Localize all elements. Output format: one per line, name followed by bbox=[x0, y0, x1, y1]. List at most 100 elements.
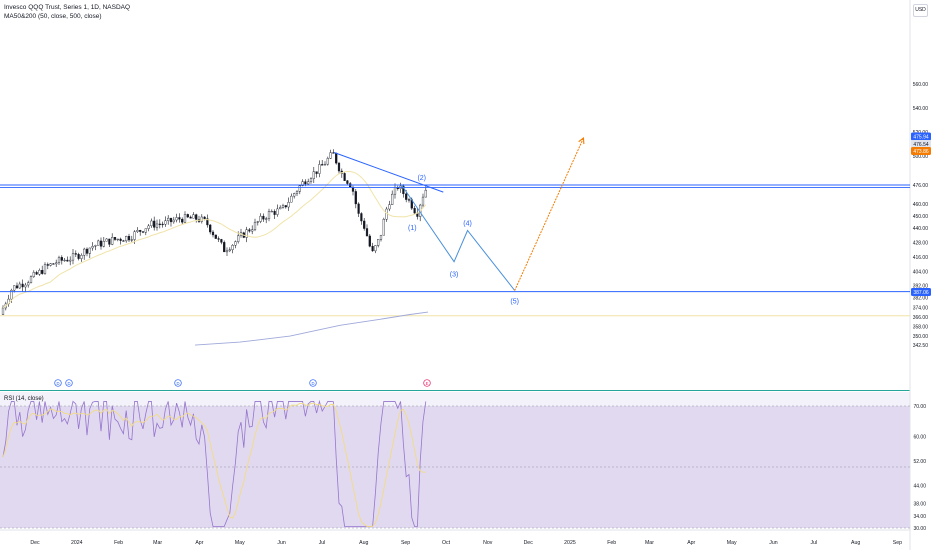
candle-body bbox=[304, 181, 307, 185]
time-tick-label: Mar bbox=[153, 540, 162, 546]
time-tick-label: May bbox=[727, 540, 737, 546]
projection-arrow-head bbox=[578, 137, 585, 145]
currency-button[interactable]: USD bbox=[913, 4, 928, 17]
candle-body bbox=[363, 220, 366, 229]
candle-body bbox=[335, 152, 338, 164]
price-tick-label: 382.00 bbox=[913, 296, 929, 302]
candle-body bbox=[136, 230, 139, 232]
candle-body bbox=[371, 246, 374, 252]
candle-body bbox=[413, 208, 416, 214]
time-tick-label: Aug bbox=[851, 540, 860, 546]
candle-body bbox=[346, 180, 349, 184]
rsi-tick-label: 38.00 bbox=[913, 502, 926, 508]
candle-body bbox=[186, 214, 189, 218]
candle-body bbox=[326, 158, 329, 165]
rsi-ma-line bbox=[2, 402, 426, 527]
candle-body bbox=[267, 211, 271, 219]
candle-body bbox=[211, 231, 215, 236]
candle-body bbox=[32, 272, 35, 277]
wave-label: (4) bbox=[463, 221, 472, 228]
event-marker-label: D bbox=[56, 381, 59, 386]
candle-body bbox=[164, 220, 167, 225]
candle-body bbox=[312, 171, 315, 179]
candle-body bbox=[365, 228, 369, 237]
candle-body bbox=[206, 218, 209, 226]
candle-body bbox=[49, 263, 52, 266]
candle-body bbox=[150, 220, 153, 227]
time-tick-label: Mar bbox=[645, 540, 654, 546]
wave-label: (2) bbox=[417, 175, 426, 182]
candle-body bbox=[169, 217, 173, 223]
candle-body bbox=[421, 196, 425, 206]
candle-body bbox=[295, 191, 299, 194]
candle-body bbox=[130, 239, 133, 241]
time-tick-label: Feb bbox=[114, 540, 123, 546]
event-marker-label: D bbox=[176, 381, 179, 386]
candle-body bbox=[127, 236, 131, 241]
rsi-tick-label: 30.00 bbox=[913, 526, 926, 532]
candle-body bbox=[200, 216, 203, 222]
candle-body bbox=[175, 217, 178, 221]
candle-body bbox=[407, 199, 411, 201]
candles-group bbox=[1, 149, 427, 316]
candle-body bbox=[158, 223, 161, 225]
event-marker-icon bbox=[309, 379, 317, 387]
candle-body bbox=[97, 240, 100, 246]
time-tick-label: Feb bbox=[607, 540, 616, 546]
candle-body bbox=[172, 219, 175, 223]
event-marker-label: D bbox=[67, 381, 70, 386]
candle-body bbox=[377, 239, 380, 246]
candle-body bbox=[1, 307, 5, 315]
candle-body bbox=[77, 254, 80, 259]
candle-body bbox=[379, 234, 383, 240]
candle-body bbox=[21, 283, 24, 288]
candle-body bbox=[329, 152, 332, 159]
candle-body bbox=[55, 262, 58, 265]
candle-body bbox=[301, 181, 304, 186]
candle-body bbox=[354, 191, 357, 205]
candle-body bbox=[343, 173, 346, 181]
candle-body bbox=[85, 248, 89, 254]
ma50-line bbox=[2, 170, 427, 309]
candle-body bbox=[424, 189, 427, 198]
candle-body bbox=[116, 238, 119, 241]
candle-body bbox=[111, 237, 114, 245]
time-tick-label: Jul bbox=[319, 540, 326, 546]
candle-body bbox=[29, 276, 33, 283]
price-tick-label: 358.00 bbox=[913, 325, 929, 331]
rsi-line bbox=[2, 399, 427, 527]
candle-body bbox=[374, 245, 377, 252]
time-tick-label: Dec bbox=[524, 540, 534, 546]
candle-body bbox=[391, 193, 394, 205]
candle-body bbox=[74, 253, 77, 255]
candle-body bbox=[214, 234, 217, 239]
candle-body bbox=[237, 235, 240, 242]
rsi-band bbox=[0, 406, 910, 528]
candle-body bbox=[69, 259, 72, 262]
wave-label: (1) bbox=[408, 225, 417, 232]
candle-body bbox=[385, 208, 388, 220]
candle-body bbox=[144, 228, 147, 233]
candle-body bbox=[203, 216, 206, 219]
candle-body bbox=[321, 164, 324, 166]
candle-body bbox=[262, 215, 265, 220]
price-tick-label: 366.00 bbox=[913, 315, 929, 321]
candle-body bbox=[189, 216, 192, 219]
time-tick-label: Jun bbox=[277, 540, 285, 546]
candle-body bbox=[105, 238, 108, 242]
wave-path bbox=[401, 184, 516, 291]
candle-body bbox=[60, 257, 63, 261]
candle-body bbox=[122, 240, 125, 242]
rsi-tick-label: 44.00 bbox=[913, 483, 926, 489]
price-tick-label: 374.00 bbox=[913, 305, 929, 311]
candle-body bbox=[83, 248, 86, 256]
candle-body bbox=[360, 213, 363, 222]
candle-body bbox=[133, 231, 136, 240]
candle-body bbox=[225, 250, 229, 253]
candle-body bbox=[298, 185, 301, 192]
candle-body bbox=[15, 285, 19, 289]
time-tick-label: Oct bbox=[442, 540, 451, 546]
candle-body bbox=[259, 215, 262, 222]
